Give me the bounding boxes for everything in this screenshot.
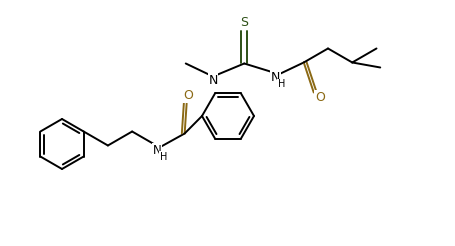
Text: N: N [270, 71, 279, 84]
Text: N: N [208, 74, 217, 87]
Text: H: H [277, 79, 284, 90]
Text: O: O [314, 91, 324, 104]
Text: O: O [183, 89, 193, 102]
Text: S: S [240, 16, 248, 29]
Text: N: N [153, 144, 162, 157]
Text: H: H [159, 152, 167, 162]
